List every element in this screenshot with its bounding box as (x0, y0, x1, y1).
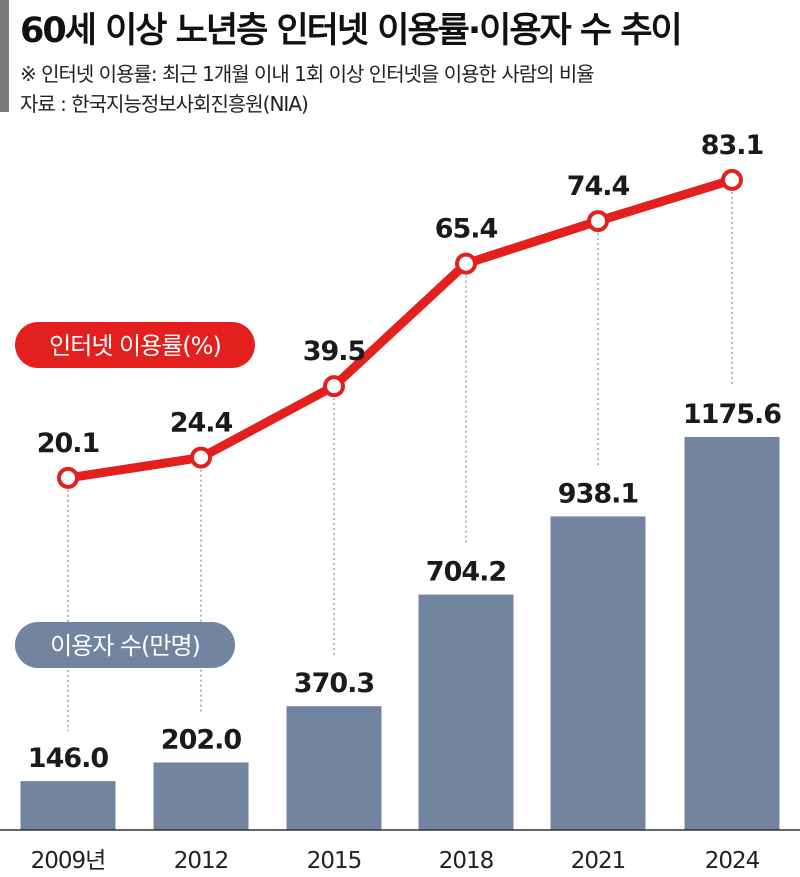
x-tick-label: 2018 (439, 848, 494, 874)
legend-users-label: 이용자 수(만명) (50, 632, 200, 660)
bar-value-label: 704.2 (426, 557, 506, 588)
line-point (190, 446, 212, 469)
bar-2021 (550, 516, 646, 830)
bar-2024 (684, 436, 780, 830)
line-value-label: 20.1 (37, 428, 100, 459)
line-value-label: 83.1 (701, 130, 764, 161)
bar-value-label: 1175.6 (683, 399, 781, 430)
bar-value-label: 202.0 (161, 724, 242, 755)
legend-users-pill (15, 622, 235, 668)
x-tick-label: 2015 (307, 848, 362, 874)
line-value-label: 24.4 (170, 408, 233, 439)
line-point (57, 466, 79, 489)
line-value-label: 39.5 (303, 336, 366, 367)
chart-source: 자료 : 한국지능정보사회진흥원(NIA) (20, 92, 309, 116)
bar-value-label: 146.0 (28, 743, 109, 774)
bar-2012 (153, 762, 249, 830)
line-point (721, 168, 743, 191)
bar-value-label: 370.3 (294, 668, 374, 699)
bar-2018 (418, 594, 514, 830)
bar-2009년 (20, 781, 116, 830)
line-point (587, 210, 609, 233)
line-value-label: 74.4 (567, 171, 630, 202)
line-value-label: 65.4 (435, 214, 498, 245)
bar-2015 (286, 706, 382, 830)
chart-note: ※ 인터넷 이용률: 최근 1개월 이내 1회 이상 인터넷을 이용한 사람의 … (20, 62, 595, 86)
x-tick-label: 2021 (571, 848, 626, 874)
bar-value-label: 938.1 (558, 478, 638, 509)
legend-usage-rate-label: 인터넷 이용률(%) (49, 332, 221, 360)
x-tick-label: 2009년 (31, 848, 106, 874)
x-tick-label: 2012 (174, 848, 229, 874)
chart-title: 60세 이상 노년층 인터넷 이용률·이용자 수 추이 (20, 11, 683, 51)
x-tick-label: 2024 (705, 848, 760, 874)
title-accent-bar (0, 0, 9, 112)
usage-rate-line (67, 175, 734, 483)
line-point (455, 252, 477, 275)
legend-usage-rate-pill (15, 322, 255, 368)
line-point (323, 375, 345, 398)
